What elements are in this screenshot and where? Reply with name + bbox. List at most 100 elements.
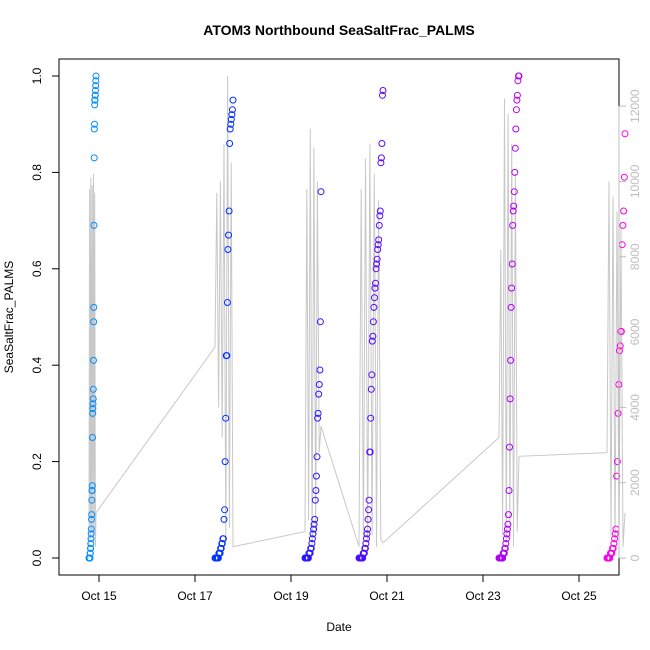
data-point <box>90 303 98 311</box>
data-point <box>502 535 510 543</box>
data-point <box>310 520 318 528</box>
data-point <box>620 173 628 181</box>
data-point <box>609 544 617 552</box>
data-point <box>375 221 383 229</box>
data-point <box>613 458 621 466</box>
data-point <box>506 395 514 403</box>
data-point <box>218 540 226 547</box>
data-point <box>367 414 375 422</box>
data-point <box>513 96 521 104</box>
data-point <box>90 221 98 229</box>
data-point <box>87 540 95 547</box>
data-point <box>510 202 518 210</box>
data-point <box>92 77 100 85</box>
data-point <box>314 414 322 422</box>
data-point <box>315 381 323 388</box>
data-point <box>505 511 512 519</box>
data-point <box>608 549 616 557</box>
data-point <box>88 482 96 490</box>
data-point <box>364 515 372 523</box>
data-point <box>91 120 98 128</box>
data-point <box>359 554 367 562</box>
y-tick-label: 0.8 <box>30 164 44 181</box>
data-point <box>511 144 519 152</box>
data-point <box>500 549 508 557</box>
data-point <box>228 106 236 114</box>
data-point <box>88 515 95 523</box>
data-point <box>223 299 231 306</box>
data-point <box>372 279 379 287</box>
data-point <box>610 540 618 547</box>
data-point <box>222 414 230 422</box>
data-point <box>228 111 236 119</box>
y2-tick-label: 2000 <box>628 469 642 496</box>
data-point <box>371 294 378 302</box>
data-point <box>367 385 375 393</box>
data-point <box>314 409 322 417</box>
data-point <box>369 318 377 326</box>
data-point <box>86 549 94 557</box>
data-point <box>621 130 629 138</box>
x-tick-label: Oct 17 <box>177 589 213 603</box>
data-point <box>509 221 517 229</box>
data-point <box>316 366 324 374</box>
data-point <box>373 260 381 268</box>
data-point <box>360 549 368 557</box>
y2-tick-label: 4000 <box>628 394 642 421</box>
data-point <box>92 72 100 80</box>
data-point <box>361 544 369 552</box>
data-point <box>315 390 323 398</box>
data-point <box>364 525 371 533</box>
data-point <box>611 535 619 543</box>
data-point <box>224 246 232 253</box>
data-point <box>616 342 624 350</box>
data-point <box>220 515 228 523</box>
data-point <box>308 540 316 547</box>
data-point <box>515 72 523 80</box>
data-point <box>499 554 507 562</box>
data-point <box>372 265 380 273</box>
data-point <box>87 530 95 538</box>
data-point <box>508 260 516 268</box>
data-point <box>91 91 99 99</box>
data-point <box>503 530 511 538</box>
data-point <box>619 221 627 229</box>
y-tick-label: 1.0 <box>30 67 44 84</box>
data-point <box>90 154 98 162</box>
data-point <box>90 125 98 133</box>
data-point <box>618 241 626 249</box>
data-point <box>223 352 231 360</box>
data-point <box>311 515 319 523</box>
data-point <box>317 188 325 196</box>
data-point <box>376 212 384 220</box>
y2-tick-label: 0 <box>628 554 642 561</box>
data-point <box>308 535 316 543</box>
y-tick-label: 0.6 <box>30 260 44 277</box>
data-point <box>312 487 320 494</box>
data-point <box>514 77 522 85</box>
data-point <box>217 544 225 552</box>
data-point <box>379 91 386 99</box>
data-point <box>366 448 374 456</box>
data-point <box>507 303 515 311</box>
data-point <box>311 496 319 504</box>
data-point <box>510 188 518 196</box>
data-point <box>304 554 312 562</box>
x-tick-label: Oct 21 <box>369 589 405 603</box>
data-point <box>89 395 97 403</box>
data-point <box>313 453 321 461</box>
y2-tick-label: 8000 <box>628 243 642 270</box>
data-point <box>221 506 229 514</box>
data-point <box>362 540 370 547</box>
data-point <box>89 409 97 417</box>
data-point <box>214 554 222 562</box>
data-point <box>371 284 379 292</box>
data-point <box>219 535 227 543</box>
data-point <box>216 549 224 557</box>
altitude-series <box>88 75 626 548</box>
x-tick-label: Oct 25 <box>561 589 597 603</box>
data-point <box>309 530 317 538</box>
data-point <box>89 434 96 441</box>
data-point <box>225 207 233 215</box>
